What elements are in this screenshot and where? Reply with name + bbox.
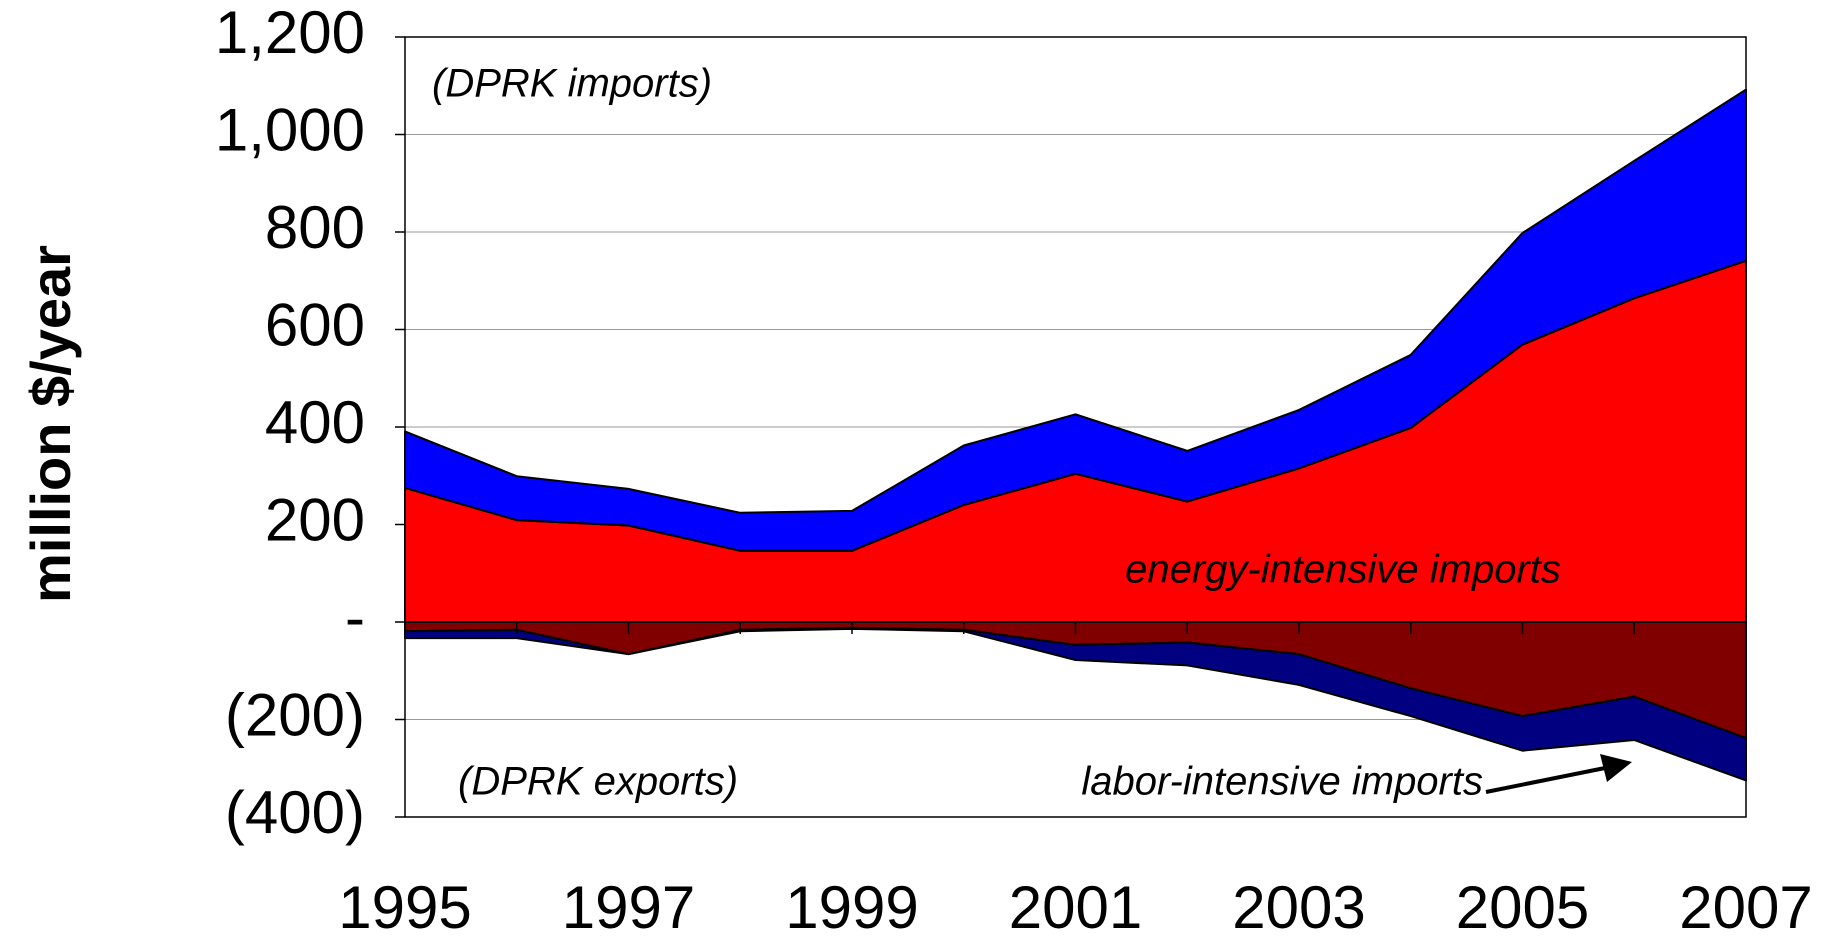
y-axis-label: million $/year [19,245,82,603]
y-tick-label: (200) [225,681,365,748]
y-tick-label: 400 [265,389,365,456]
x-tick-label: 2005 [1456,874,1589,941]
x-tick-label: 1997 [562,874,695,941]
annotation: (DPRK imports) [432,62,712,106]
annotation: energy-intensive imports [1125,548,1561,592]
annotation: (DPRK exports) [458,760,738,804]
x-tick-label: 2003 [1232,874,1365,941]
y-tick-label: 1,000 [215,96,365,163]
x-tick-label: 1999 [785,874,918,941]
arrow-head [1600,754,1632,782]
x-tick-label: 2007 [1679,874,1812,941]
x-tick-label: 2001 [1009,874,1142,941]
y-tick-label: (400) [225,779,365,846]
y-tick-label: 200 [265,486,365,553]
y-tick-label: 1,200 [215,0,365,66]
plot-frame [404,36,1747,818]
y-tick-label: 600 [265,291,365,358]
y-tick-label: - [345,584,365,651]
annotation: labor-intensive imports [1081,760,1483,804]
arrow-line [1485,766,1606,794]
x-tick-label: 1995 [338,874,471,941]
y-tick-label: 800 [265,194,365,261]
